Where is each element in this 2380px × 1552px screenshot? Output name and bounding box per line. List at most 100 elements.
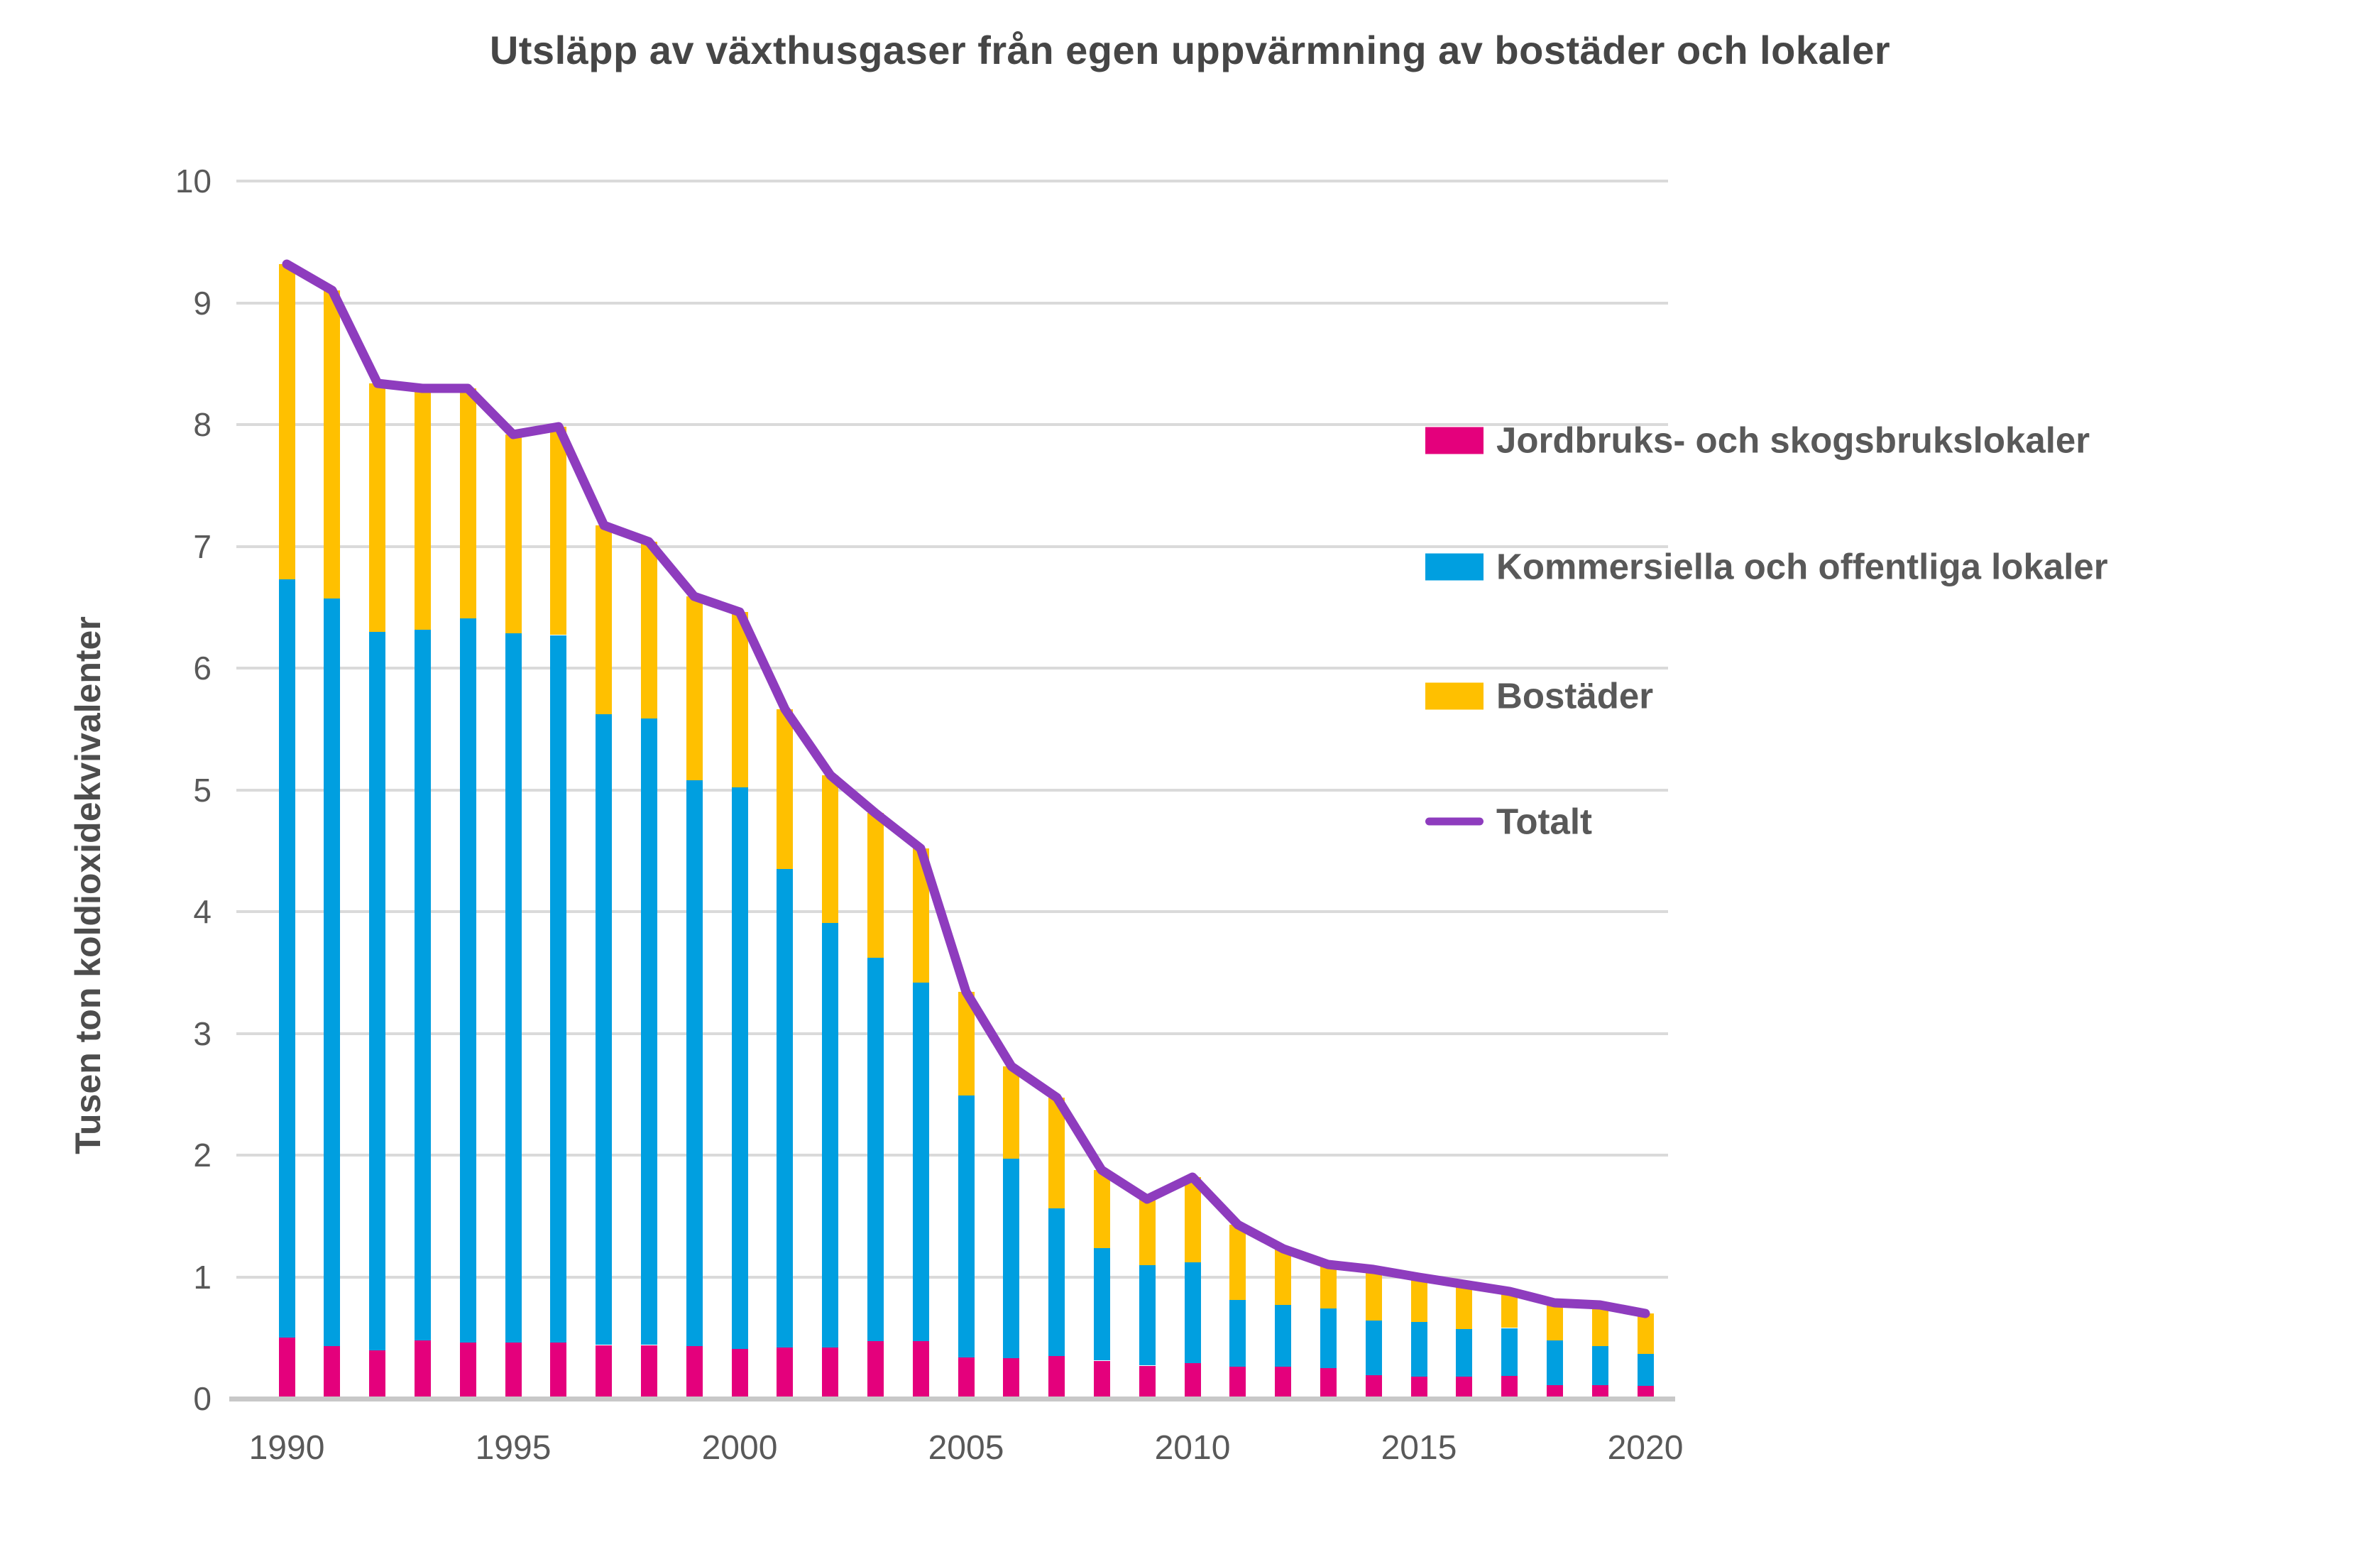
jordbruks-swatch-icon (1425, 427, 1484, 454)
x-tick-label-2015: 2015 (1381, 1429, 1457, 1467)
bar-segment-2019-bostäder (1592, 1305, 1608, 1346)
bar-segment-2013-jordbruks- (1320, 1368, 1337, 1399)
bar-segment-1995-kommersiella (505, 633, 522, 1343)
legend-label: Jordbruks- och skogsbrukslokaler (1496, 420, 2090, 461)
bar-segment-2018-kommersiella (1547, 1340, 1563, 1385)
bar-segment-1992-bostäder (369, 383, 385, 632)
bostader-swatch-icon (1425, 682, 1484, 709)
y-tick-label-6: 6 (193, 650, 212, 687)
bar-segment-2015-bostäder (1411, 1277, 1427, 1322)
y-tick-label-4: 4 (193, 893, 212, 930)
gridline-y9 (236, 301, 1668, 305)
bar-segment-1993-bostäder (415, 388, 431, 630)
bar-segment-2010-kommersiella (1185, 1262, 1201, 1363)
bar-segment-1995-bostäder (505, 435, 522, 633)
bar-segment-2018-jordbruks- (1547, 1385, 1563, 1399)
bar-segment-2010-jordbruks- (1185, 1363, 1201, 1399)
x-tick-label-1995: 1995 (475, 1429, 552, 1467)
bar-segment-2019-jordbruks- (1592, 1385, 1608, 1399)
bar-segment-2016-bostäder (1456, 1284, 1472, 1329)
bar-segment-1996-jordbruks- (550, 1343, 566, 1399)
bar-segment-2017-jordbruks- (1501, 1375, 1518, 1399)
y-tick-label-3: 3 (193, 1015, 212, 1052)
x-tick-label-2010: 2010 (1154, 1429, 1231, 1467)
bar-segment-1990-kommersiella (279, 579, 295, 1338)
legend-item-kommersiella: Kommersiella och offentliga lokaler (1425, 546, 2108, 588)
total-line (282, 259, 1650, 1318)
bar-segment-1999-kommersiella (686, 780, 703, 1346)
bar-segment-2012-jordbruks- (1275, 1367, 1291, 1399)
bar-segment-1993-jordbruks- (415, 1340, 431, 1399)
legend-item-bostader: Bostäder (1425, 675, 1653, 717)
bar-segment-2020-bostäder (1638, 1313, 1654, 1354)
bar-segment-1990-bostäder (279, 264, 295, 579)
bar-segment-2000-kommersiella (732, 787, 748, 1349)
x-tick-label-2020: 2020 (1607, 1429, 1684, 1467)
bar-segment-2001-jordbruks- (777, 1348, 793, 1399)
bar-segment-1996-bostäder (550, 427, 566, 635)
x-tick-label-1990: 1990 (248, 1429, 325, 1467)
bar-segment-2006-jordbruks- (1003, 1358, 1019, 1399)
legend-label: Bostäder (1496, 675, 1654, 716)
bar-segment-2002-kommersiella (822, 922, 838, 1348)
bar-segment-1999-jordbruks- (686, 1346, 703, 1399)
bar-segment-2017-kommersiella (1501, 1328, 1518, 1376)
y-tick-label-10: 10 (175, 163, 212, 200)
bar-segment-1991-jordbruks- (324, 1346, 340, 1399)
y-tick-label-0: 0 (193, 1380, 212, 1417)
gridline-y7 (236, 545, 1668, 548)
bar-segment-2007-kommersiella (1048, 1208, 1065, 1356)
gridline-y8 (236, 423, 1668, 426)
bar-segment-2020-jordbruks- (1638, 1385, 1654, 1399)
gridline-y5 (236, 788, 1668, 792)
bar-segment-1993-kommersiella (415, 629, 431, 1340)
bar-segment-2006-bostäder (1003, 1066, 1019, 1159)
bar-segment-2007-jordbruks- (1048, 1356, 1065, 1399)
bar-segment-2002-jordbruks- (822, 1348, 838, 1399)
bar-segment-2014-bostäder (1366, 1269, 1382, 1321)
bar-segment-2015-jordbruks- (1411, 1377, 1427, 1399)
bar-segment-1995-jordbruks- (505, 1343, 522, 1399)
bar-segment-2004-jordbruks- (913, 1341, 929, 1399)
bar-segment-1996-kommersiella (550, 635, 566, 1343)
x-tick-label-2000: 2000 (701, 1429, 778, 1467)
gridline-y4 (236, 910, 1668, 913)
bar-segment-1992-jordbruks- (369, 1350, 385, 1399)
bar-segment-2009-kommersiella (1139, 1264, 1156, 1365)
bar-segment-2009-jordbruks- (1139, 1366, 1156, 1399)
y-tick-label-5: 5 (193, 771, 212, 809)
y-tick-label-9: 9 (193, 284, 212, 322)
bar-segment-1992-kommersiella (369, 632, 385, 1350)
kommersiella-swatch-icon (1425, 553, 1484, 580)
x-tick-label-2005: 2005 (928, 1429, 1004, 1467)
bar-segment-2013-bostäder (1320, 1264, 1337, 1308)
bar-segment-2007-bostäder (1048, 1098, 1065, 1208)
bar-segment-1997-kommersiella (596, 714, 612, 1345)
bar-segment-2003-bostäder (867, 813, 884, 958)
bar-segment-2018-bostäder (1547, 1303, 1563, 1340)
bar-segment-2004-kommersiella (913, 982, 929, 1341)
bar-segment-1998-kommersiella (641, 718, 657, 1345)
bar-segment-2015-kommersiella (1411, 1322, 1427, 1377)
bar-segment-2012-kommersiella (1275, 1305, 1291, 1367)
y-tick-label-8: 8 (193, 406, 212, 443)
gridline-y3 (236, 1032, 1668, 1035)
gridline-y1 (236, 1275, 1668, 1279)
x-axis-line (229, 1397, 1675, 1401)
totalt-line-swatch-icon (1425, 817, 1484, 826)
legend-label: Kommersiella och offentliga lokaler (1496, 546, 2108, 587)
bar-segment-2014-jordbruks- (1366, 1375, 1382, 1399)
bar-segment-2001-kommersiella (777, 869, 793, 1348)
legend-label: Totalt (1496, 801, 1593, 842)
bar-segment-2000-bostäder (732, 612, 748, 787)
bar-segment-2017-bostäder (1501, 1291, 1518, 1328)
bar-segment-2016-jordbruks- (1456, 1377, 1472, 1399)
bar-segment-2019-kommersiella (1592, 1346, 1608, 1385)
bar-segment-2003-kommersiella (867, 958, 884, 1341)
bar-segment-1998-bostäder (641, 542, 657, 718)
bar-segment-1990-jordbruks- (279, 1338, 295, 1399)
chart-title: Utsläpp av växthusgaser från egen uppvär… (489, 28, 1891, 72)
bar-segment-2008-kommersiella (1094, 1247, 1110, 1360)
